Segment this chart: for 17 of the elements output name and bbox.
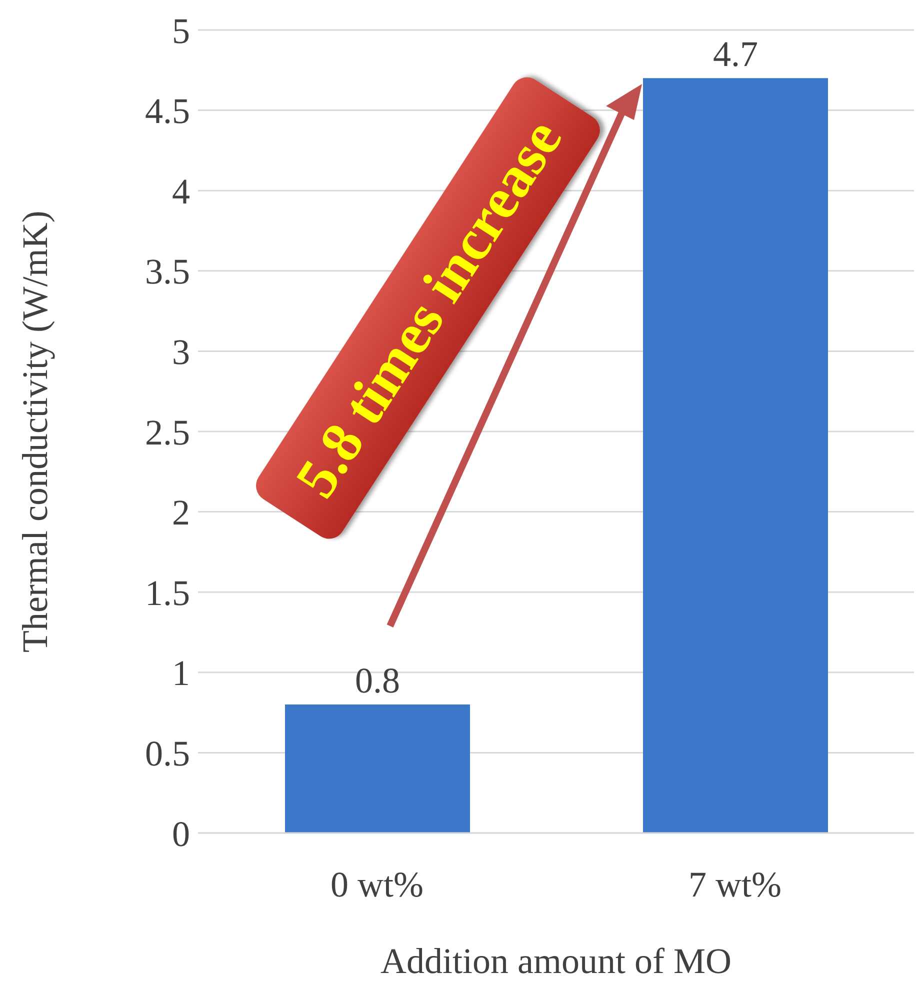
- y-tick-label: 3.5: [145, 252, 190, 292]
- y-tick-label: 2: [172, 492, 190, 533]
- y-tick-label: 0.5: [145, 733, 190, 774]
- data-label: 0.8: [355, 660, 400, 701]
- y-tick-label: 4.5: [145, 91, 190, 132]
- x-axis-title: Addition amount of MO: [380, 941, 732, 981]
- y-tick-label: 4: [172, 171, 190, 212]
- y-axis-title: Thermal conductivity (W/mK): [14, 210, 55, 652]
- y-tick-label: 1.5: [145, 572, 190, 613]
- data-label: 4.7: [713, 34, 758, 74]
- y-tick-label: 2.5: [145, 412, 190, 452]
- y-tick-label: 1: [172, 653, 190, 694]
- x-tick-label: 7 wt%: [688, 864, 782, 905]
- y-tick-label: 0: [172, 814, 190, 854]
- y-tick-label: 5: [172, 10, 190, 51]
- y-tick-label: 3: [172, 332, 190, 372]
- x-tick-label: 0 wt%: [330, 864, 424, 905]
